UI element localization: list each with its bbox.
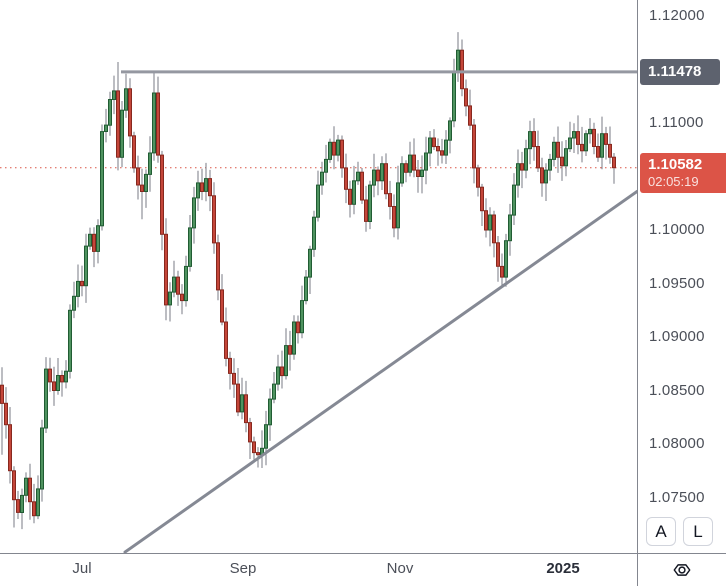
current-price-badge: 1.10582 02:05:19: [640, 152, 726, 193]
eye-icon: [673, 564, 691, 576]
trend-line[interactable]: [123, 189, 637, 553]
current-price-label: 1.10582: [648, 155, 703, 173]
log-scale-button[interactable]: L: [683, 517, 713, 546]
price-tick-label: 1.09500: [649, 274, 705, 292]
candles-layer: [0, 32, 616, 530]
price-scale-axis[interactable]: 1.12000 1.11000 1.10000 1.09500 1.09000 1.085…: [637, 0, 726, 553]
price-tick-label: 1.12000: [649, 7, 705, 24]
price-tick-label: 1.08500: [649, 381, 705, 399]
resistance-price-label: 1.11478: [648, 62, 702, 80]
time-tick-label: Jul: [72, 560, 92, 577]
price-tick-label: 1.11000: [649, 114, 704, 131]
time-tick-label: 2025: [546, 560, 580, 577]
resistance-price-badge: 1.11478: [640, 58, 720, 85]
chart-canvas[interactable]: [0, 0, 637, 553]
time-tick-label: Nov: [386, 560, 414, 577]
time-tick-label: Sep: [229, 560, 257, 577]
scale-settings-corner[interactable]: [637, 554, 726, 586]
candlestick-chart: [0, 32, 637, 553]
price-tick-label: 1.08000: [649, 435, 705, 452]
price-tick-label: 1.07500: [649, 488, 705, 506]
auto-scale-button[interactable]: A: [646, 517, 676, 546]
candle-countdown: 02:05:19: [648, 173, 699, 189]
time-scale-axis[interactable]: Jul Sep Nov 2025: [0, 554, 637, 586]
price-tick-label: 1.10000: [649, 221, 705, 238]
price-tick-label: 1.09000: [649, 328, 705, 345]
